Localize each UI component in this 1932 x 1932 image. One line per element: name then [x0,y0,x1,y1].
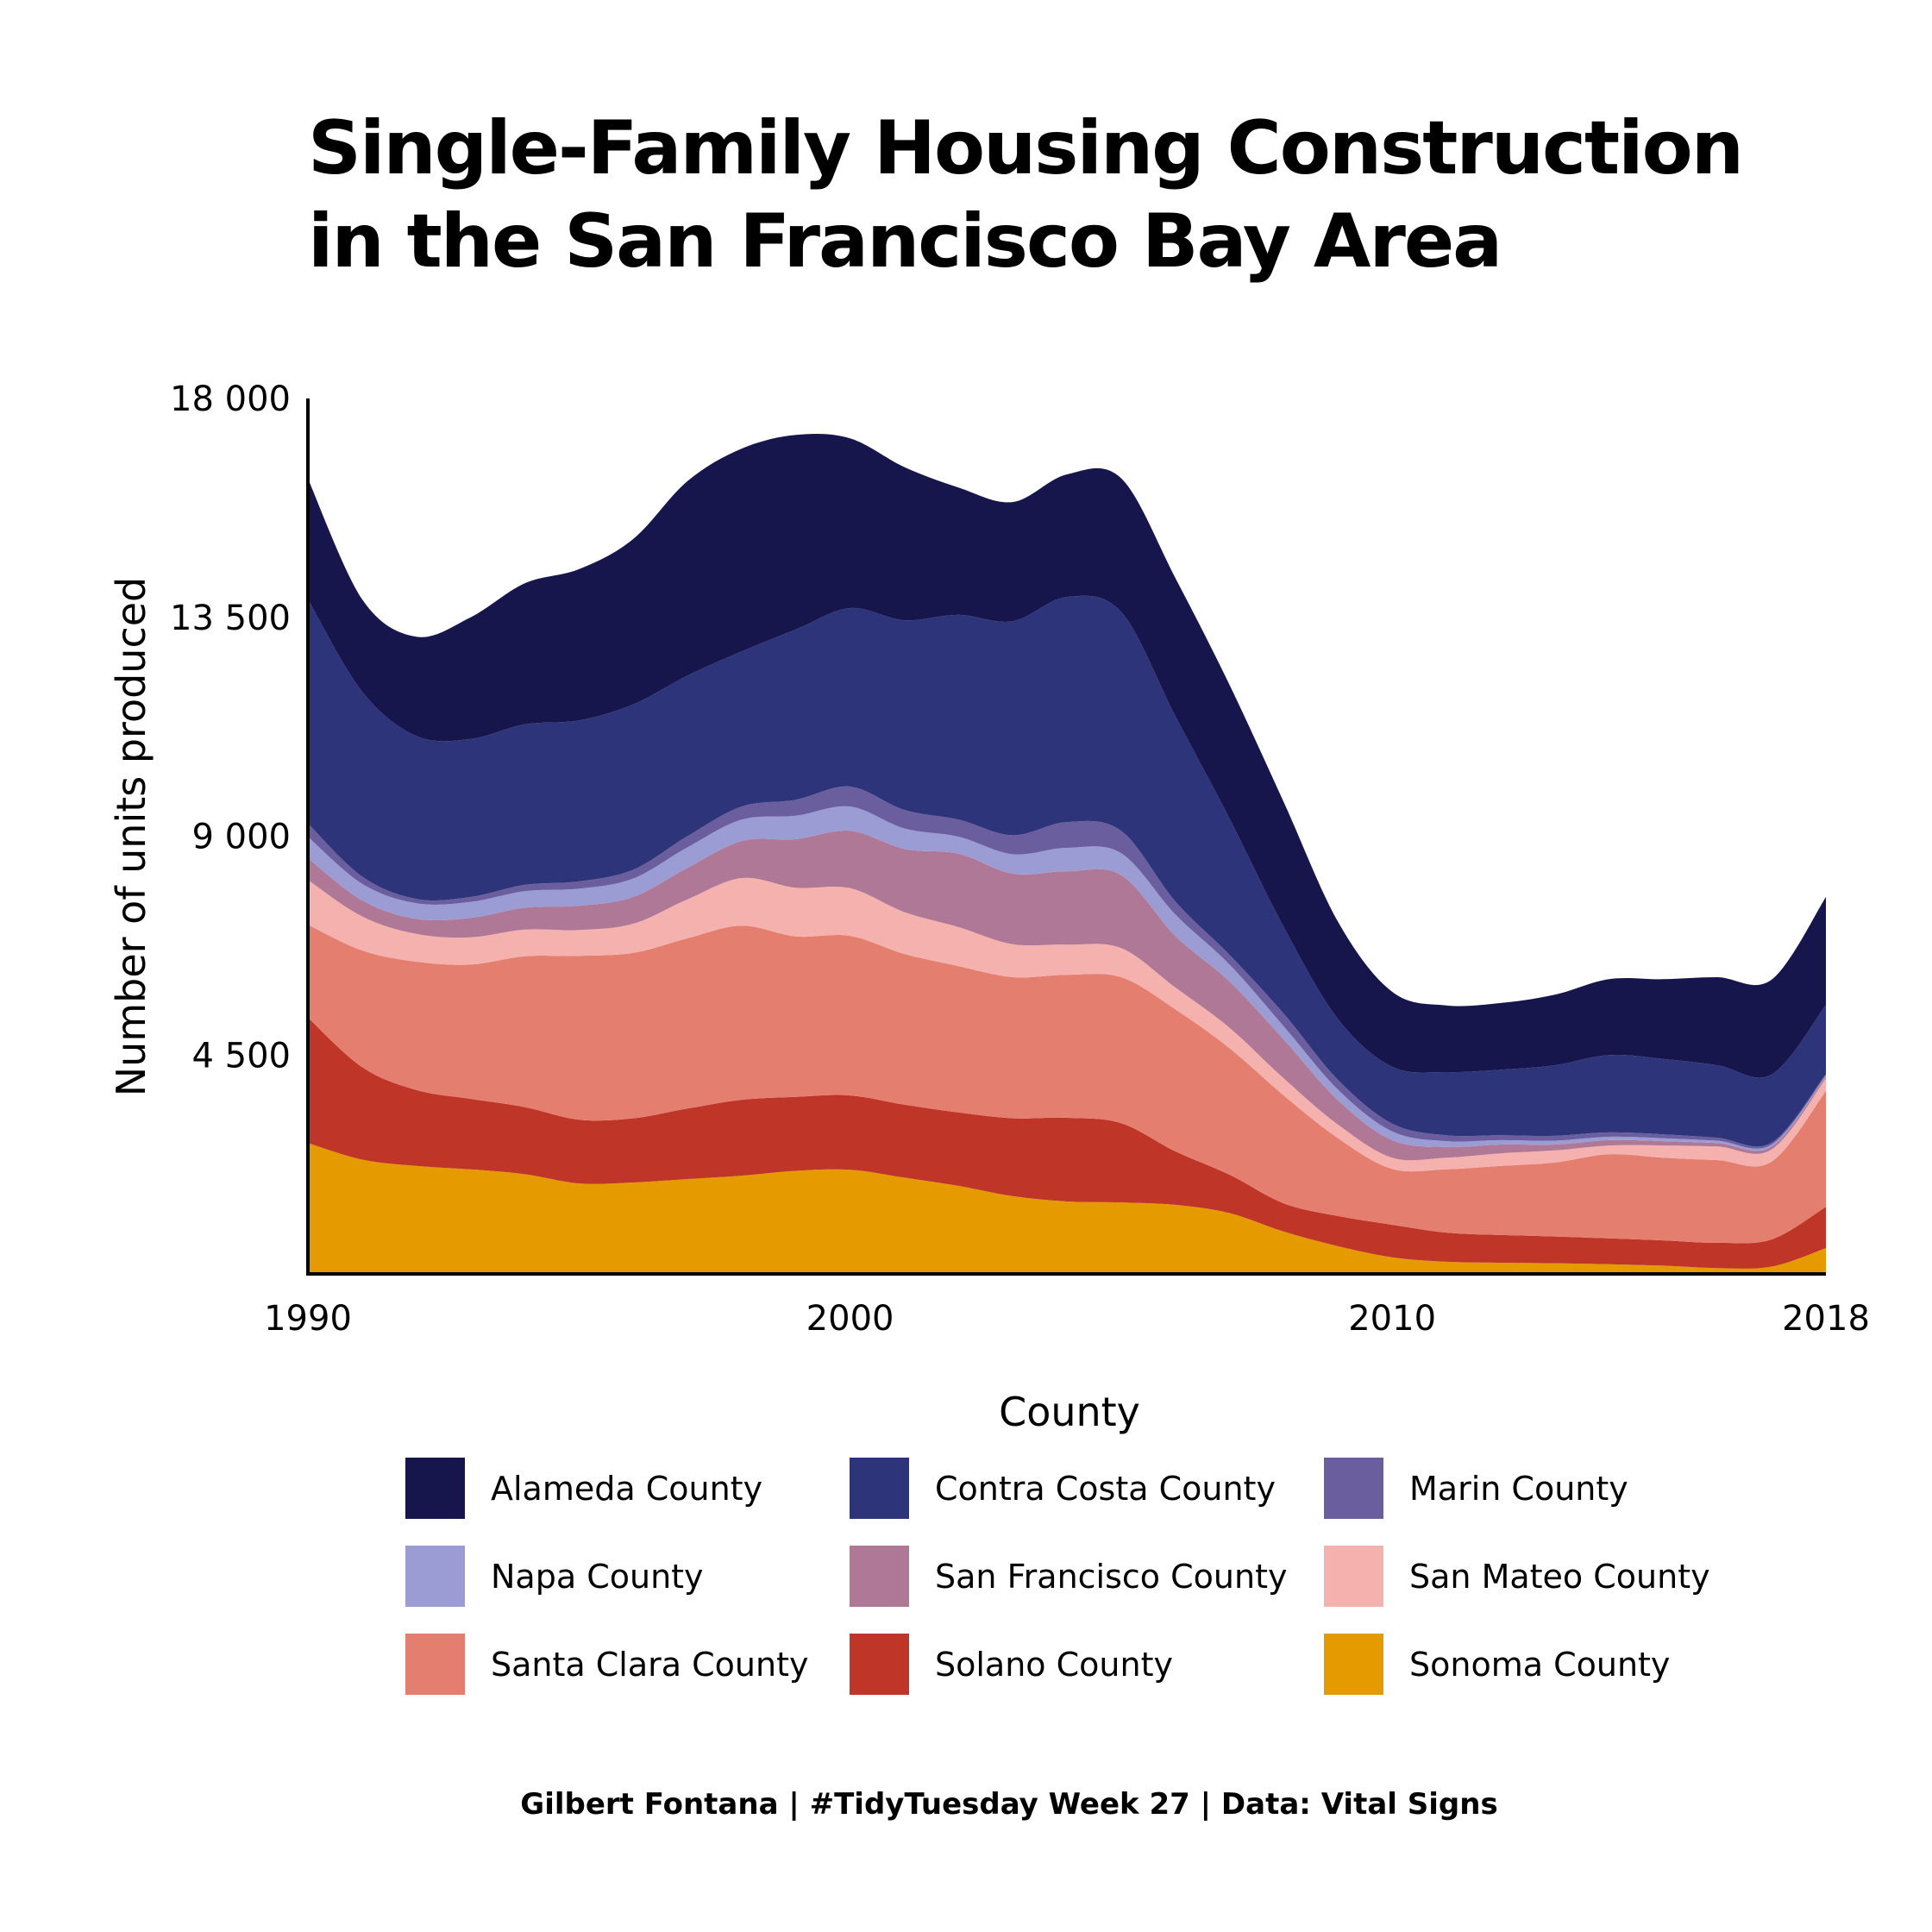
caption: Gilbert Fontana | #TidyTuesday Week 27 |… [520,1787,1498,1822]
area-contra-costa-county [308,595,1826,1147]
y-axis-title: Number of units produced [108,577,154,1096]
x-tick-label: 2018 [1782,1299,1870,1339]
legend-items: Alameda County Contra Costa County Marin C… [405,1458,1755,1695]
area-santa-clara-county [308,925,1826,1244]
y-tick-label: 4 500 [191,1036,291,1076]
legend-swatch [405,1458,465,1519]
x-tick-label: 1990 [264,1299,352,1339]
legend-item: Santa Clara County [405,1634,850,1695]
area-alameda-county [308,434,1826,1078]
legend-swatch [850,1458,909,1519]
x-axis-ticks: 1990 2000 2010 2018 [264,1299,1870,1339]
x-tick-label: 2010 [1348,1299,1436,1339]
legend-label: Sonoma County [1409,1645,1671,1684]
legend-swatch [850,1546,909,1607]
legend-item: Sonoma County [1324,1634,1755,1695]
legend-item: Contra Costa County [850,1458,1324,1519]
legend-swatch [1324,1458,1383,1519]
area-sonoma-county [308,1143,1826,1274]
legend-swatch [1324,1634,1383,1695]
area-layers [308,434,1826,1274]
chart-title-line-1: Single-Family Housing Construction [308,105,1744,191]
legend-swatch [850,1634,909,1695]
area-san-francisco-county [308,831,1826,1161]
legend-label: Contra Costa County [935,1469,1276,1508]
legend-swatch [405,1634,465,1695]
legend-label: San Francisco County [935,1557,1288,1596]
y-tick-label: 18 000 [170,380,291,419]
legend-item: Napa County [405,1546,850,1607]
legend-label: San Mateo County [1409,1557,1710,1596]
legend-label: Marin County [1409,1469,1628,1508]
legend-label: Alameda County [491,1469,763,1508]
y-tick-label: 9 000 [191,818,291,857]
legend-item: San Francisco County [850,1546,1324,1607]
x-tick-label: 2000 [806,1299,894,1339]
legend-swatch [405,1546,465,1607]
legend-swatch [1324,1546,1383,1607]
legend-label: Santa Clara County [491,1645,809,1684]
legend-item: San Mateo County [1324,1546,1755,1607]
legend-item: Solano County [850,1634,1324,1695]
y-axis-ticks: 4 500 9 000 13 500 18 000 [170,380,291,1076]
legend-title: County [999,1389,1140,1435]
chart-title: Single-Family Housing Construction in th… [308,102,1744,288]
y-tick-label: 13 500 [170,599,291,638]
legend-label: Napa County [491,1557,704,1596]
chart-title-line-2: in the San Francisco Bay Area [308,198,1502,285]
legend-item: Marin County [1324,1458,1755,1519]
area-solano-county [308,1017,1826,1269]
legend-item: Alameda County [405,1458,850,1519]
legend-label: Solano County [935,1645,1173,1684]
